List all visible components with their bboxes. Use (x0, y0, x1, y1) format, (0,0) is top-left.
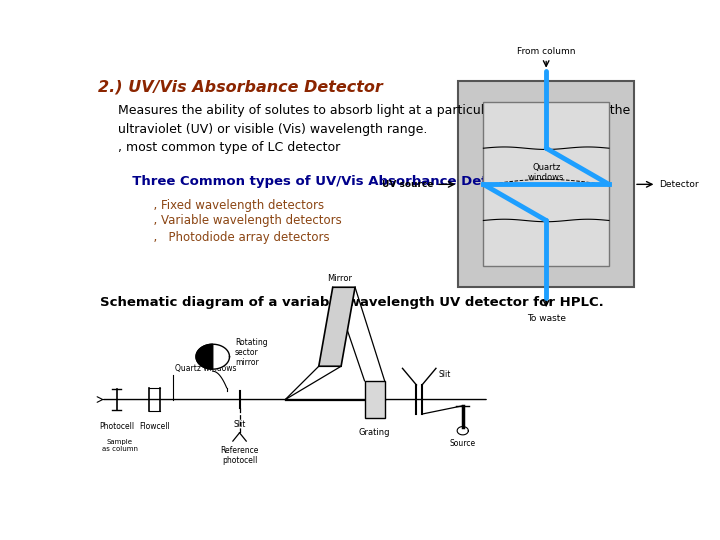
Polygon shape (319, 287, 355, 366)
Text: Rotating
sector
mirror: Rotating sector mirror (235, 338, 268, 367)
Text: , Variable wavelength detectors: , Variable wavelength detectors (145, 214, 341, 227)
Polygon shape (213, 344, 230, 369)
Text: Three Common types of UV/Vis Absorbance Detectors: Three Common types of UV/Vis Absorbance … (124, 175, 535, 188)
Text: Flowcell: Flowcell (139, 422, 169, 431)
Polygon shape (364, 381, 384, 418)
Text: Quartz
windows: Quartz windows (528, 163, 564, 183)
Text: ,   Photodiode array detectors: , Photodiode array detectors (145, 231, 330, 244)
Text: Mirror: Mirror (328, 274, 353, 283)
Text: , Fixed wavelength detectors: , Fixed wavelength detectors (145, 199, 324, 212)
Text: Schematic diagram of a variable wavelength UV detector for HPLC.: Schematic diagram of a variable waveleng… (100, 295, 604, 308)
Text: Detector: Detector (660, 180, 699, 189)
Text: Reference
photocell: Reference photocell (220, 446, 258, 465)
Bar (459, 82, 634, 287)
Polygon shape (196, 344, 213, 369)
Text: From column: From column (517, 46, 575, 56)
Text: To waste: To waste (526, 314, 566, 323)
Text: Slit: Slit (233, 420, 246, 429)
Text: Quartz windows: Quartz windows (176, 364, 237, 373)
Text: Slit: Slit (438, 370, 451, 379)
Bar (483, 102, 609, 266)
Text: Photocell: Photocell (99, 422, 135, 431)
Text: Grating: Grating (359, 428, 390, 437)
Text: 2.) UV/Vis Absorbance Detector: 2.) UV/Vis Absorbance Detector (99, 79, 383, 94)
Text: Measures the ability of solutes to absorb light at a particular wavelength(s) in: Measures the ability of solutes to absor… (99, 104, 631, 154)
Text: UV source: UV source (382, 180, 433, 189)
Text: Source: Source (450, 439, 476, 448)
Text: Sample
as column: Sample as column (102, 439, 138, 452)
